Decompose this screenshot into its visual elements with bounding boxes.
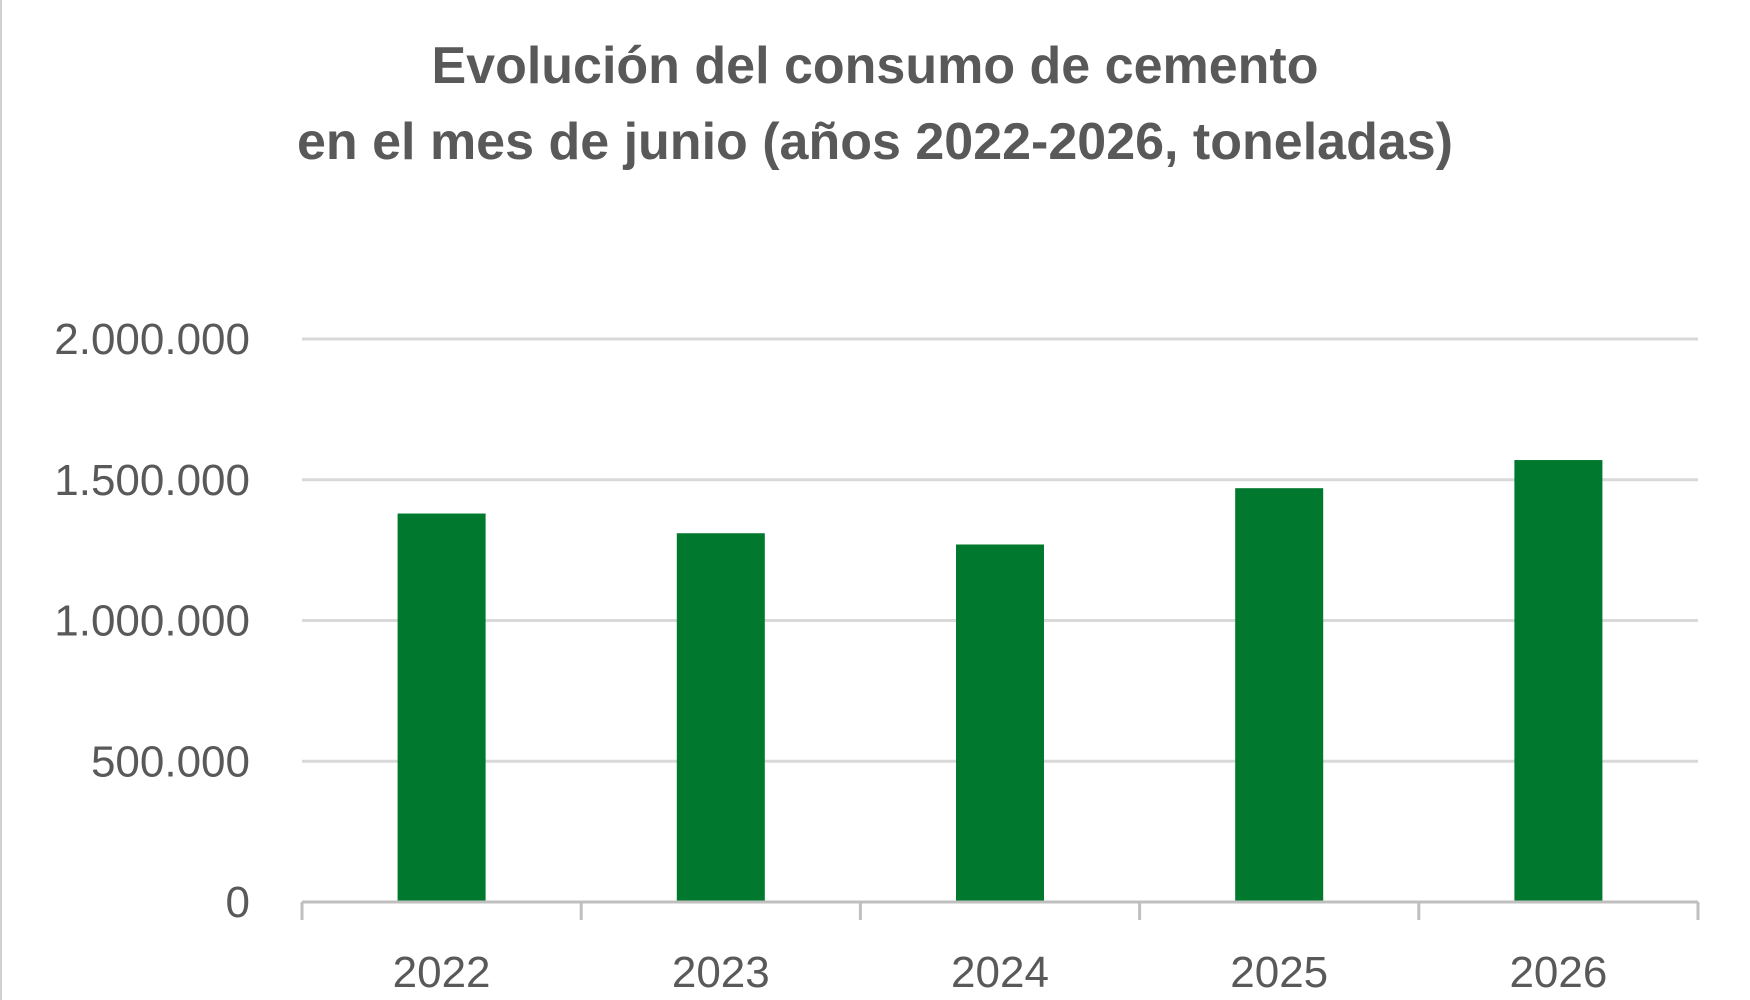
x-axis [300, 900, 1700, 920]
x-tick-label: 2026 [1509, 948, 1607, 997]
y-axis-labels: 0 500.000 1.000.000 1.500.000 2.000.000 [54, 315, 250, 927]
bar-2024 [956, 544, 1044, 902]
chart-title-line-1: Evolución del consumo de cemento [431, 37, 1319, 95]
chart-title-line-2: en el mes de junio (años 2022-2026, tone… [297, 113, 1453, 171]
y-tick-label: 0 [226, 878, 250, 927]
y-tick-label: 1.500.000 [54, 456, 250, 505]
y-tick-label: 500.000 [91, 737, 250, 786]
x-tick-label: 2022 [393, 948, 491, 997]
x-tick-label: 2025 [1230, 948, 1328, 997]
y-tick-label: 2.000.000 [54, 315, 250, 364]
bar-2022 [397, 513, 486, 902]
bar-2026 [1514, 460, 1603, 902]
bar-2023 [676, 533, 765, 902]
chart-title: Evolución del consumo de cemento en el m… [0, 28, 1750, 180]
y-tick-label: 1.000.000 [54, 597, 250, 646]
bar-2025 [1235, 488, 1324, 902]
bars [397, 460, 1603, 902]
x-axis-labels: 2022 2023 2024 2025 2026 [393, 948, 1608, 997]
x-tick-label: 2024 [951, 948, 1049, 997]
left-border [0, 0, 2, 1000]
x-tick-label: 2023 [672, 948, 770, 997]
